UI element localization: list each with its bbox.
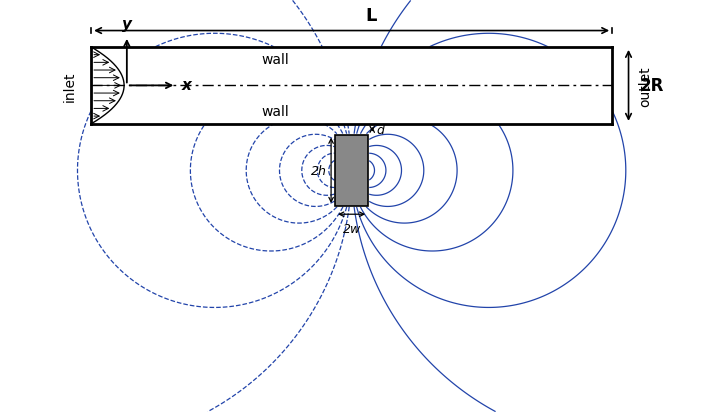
Text: L: L [365, 7, 376, 25]
Text: d: d [376, 123, 384, 136]
Text: outlet: outlet [638, 66, 652, 107]
Text: 2R: 2R [640, 77, 664, 95]
Text: wall: wall [261, 105, 289, 119]
Text: y: y [122, 17, 132, 31]
Bar [335, 135, 368, 206]
Text: inlet: inlet [62, 71, 76, 101]
Text: x: x [181, 77, 191, 92]
Text: 2w: 2w [343, 223, 361, 236]
Text: 2h: 2h [311, 164, 327, 178]
Text: wall: wall [261, 53, 289, 67]
